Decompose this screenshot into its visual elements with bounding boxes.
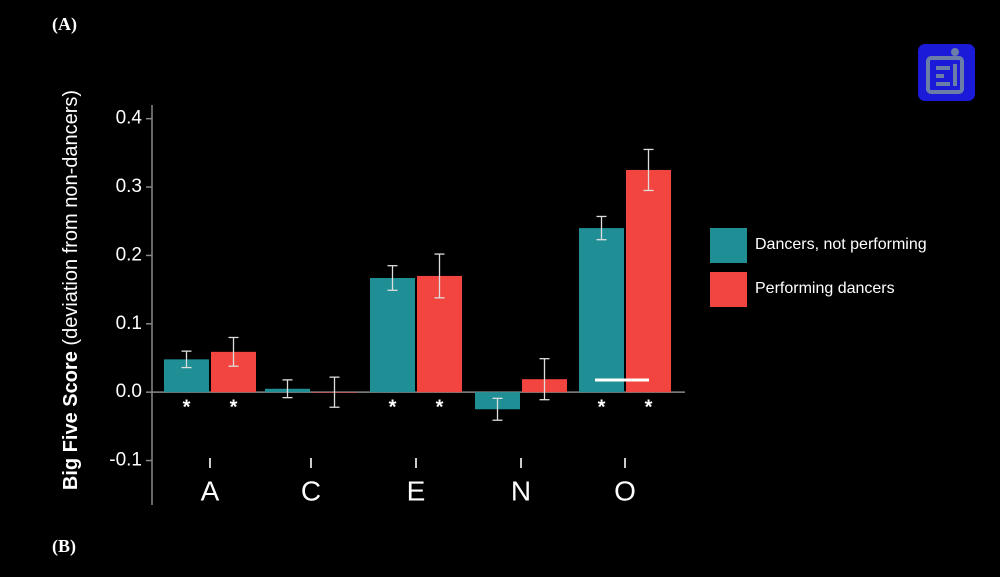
legend-swatch <box>710 272 747 307</box>
y-axis-title-main: Big Five Score <box>60 351 82 490</box>
legend-label: Dancers, not performing <box>755 236 927 253</box>
error-bar <box>329 376 340 408</box>
y-tick-label: 0.4 <box>116 108 143 129</box>
y-tick-label: 0.3 <box>116 176 142 197</box>
error-bar <box>643 148 654 192</box>
x-tick-label: O <box>614 475 636 506</box>
error-bar <box>181 350 192 369</box>
error-bar <box>228 336 239 367</box>
error-bar <box>387 265 398 291</box>
error-bar <box>539 358 550 401</box>
y-tick-label: -0.1 <box>109 450 142 471</box>
bar <box>370 277 415 393</box>
panel-label: (A) <box>52 14 77 35</box>
x-tick-label: C <box>301 475 321 506</box>
logo-icon <box>918 44 975 101</box>
x-tick-label: N <box>511 475 531 506</box>
x-tick-label: A <box>201 475 220 506</box>
error-bar <box>282 379 293 399</box>
y-tick-label: 0.0 <box>116 381 142 402</box>
error-bar <box>492 397 503 421</box>
panel-label: (B) <box>52 536 76 557</box>
error-bar <box>434 253 445 299</box>
y-tick-label: 0.2 <box>116 244 142 265</box>
significance-marker: * <box>598 396 606 418</box>
significance-marker: * <box>389 396 397 418</box>
legend-label: Performing dancers <box>755 280 895 297</box>
x-tick-label: E <box>407 475 426 506</box>
legend-swatch <box>710 228 747 263</box>
error-bar <box>596 215 607 241</box>
y-tick-label: 0.1 <box>116 313 142 334</box>
bar <box>579 228 624 393</box>
y-axis-title: Big Five Score (deviation from non-dance… <box>60 90 82 490</box>
significance-marker: * <box>436 396 444 418</box>
y-axis-title-note: (deviation from non-dancers) <box>60 90 82 346</box>
significance-marker: * <box>183 396 191 418</box>
significance-marker: * <box>230 396 238 418</box>
bar <box>626 169 671 393</box>
significance-marker: * <box>645 396 653 418</box>
